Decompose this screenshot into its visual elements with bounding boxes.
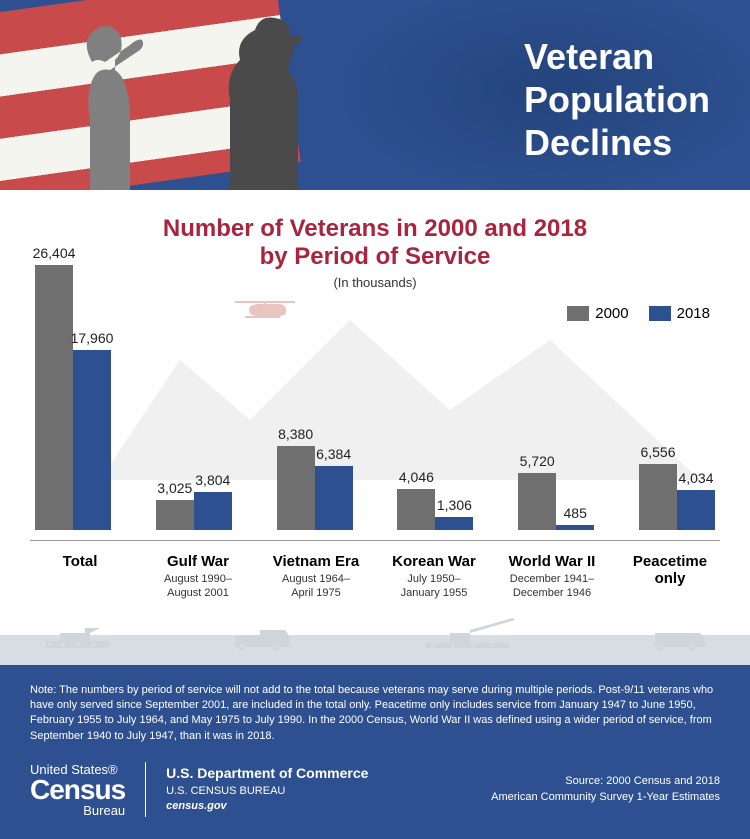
title-line-2: Population (524, 78, 710, 121)
bar-2018: 485 (556, 525, 594, 530)
transport-icon (650, 625, 710, 653)
bar-value-2018: 6,384 (316, 446, 351, 462)
category-label: World War IIDecember 1941–December 1946 (502, 547, 602, 601)
vehicles-strip (0, 615, 750, 665)
truck-icon (230, 625, 300, 653)
footer-source: Source: 2000 Census and 2018 American Co… (491, 774, 720, 805)
category-label: Korean WarJuly 1950–January 1955 (384, 547, 484, 601)
bar-2000: 26,404 (35, 265, 73, 530)
bar-value-2018: 4,034 (678, 470, 713, 486)
bar-value-2000: 8,380 (278, 426, 313, 442)
bar-group: 8,380 6,384 (277, 446, 353, 530)
bar-value-2000: 26,404 (33, 245, 76, 261)
bars-container: 26,404 17,960 3,025 3,804 8,380 6,384 4,… (30, 250, 720, 530)
bar-2000: 4,046 (397, 489, 435, 530)
bar-group: 5,720 485 (518, 473, 594, 530)
census-logo: United States® Census Bureau (30, 763, 125, 817)
chart-area: Number of Veterans in 2000 and 2018 by P… (0, 190, 750, 540)
footer-divider (145, 762, 146, 817)
footer-note: Note: The numbers by period of service w… (30, 683, 720, 745)
header-banner: Veteran Population Declines (0, 0, 750, 190)
bar-value-2018: 3,804 (195, 472, 230, 488)
bar-2018: 4,034 (677, 490, 715, 530)
logo-bottom: Bureau (30, 804, 125, 817)
dept-name: U.S. Department of Commerce (166, 764, 368, 784)
footer: Note: The numbers by period of service w… (0, 665, 750, 839)
artillery-icon (420, 618, 520, 653)
bar-2000: 8,380 (277, 446, 315, 530)
source-line1: Source: 2000 Census and 2018 (491, 774, 720, 789)
bar-group: 3,025 3,804 (156, 492, 232, 530)
category-label: Gulf WarAugust 1990–August 2001 (148, 547, 248, 601)
footer-department: U.S. Department of Commerce U.S. CENSUS … (166, 764, 368, 814)
category-label: Vietnam EraAugust 1964–April 1975 (266, 547, 366, 601)
bar-value-2018: 485 (564, 505, 587, 521)
bar-value-2018: 1,306 (437, 497, 472, 513)
bar-value-2000: 6,556 (640, 444, 675, 460)
site-url: census.gov (166, 799, 368, 814)
bar-2018: 17,960 (73, 350, 111, 530)
logo-main: Census (30, 776, 125, 804)
bar-2000: 3,025 (156, 500, 194, 530)
bar-value-2000: 5,720 (520, 453, 555, 469)
bar-2000: 6,556 (639, 464, 677, 530)
header-title: Veteran Population Declines (524, 35, 710, 165)
bar-group: 26,404 17,960 (35, 265, 111, 530)
bar-group: 4,046 1,306 (397, 489, 473, 530)
x-axis-labels: Total Gulf WarAugust 1990–August 2001 Viet… (0, 541, 750, 615)
bar-group: 6,556 4,034 (639, 464, 715, 530)
bar-2018: 1,306 (435, 517, 473, 530)
bar-value-2018: 17,960 (71, 330, 114, 346)
category-label: Peacetime only (620, 547, 720, 601)
bar-2018: 3,804 (194, 492, 232, 530)
title-line-3: Declines (524, 121, 710, 164)
category-label: Total (30, 547, 130, 601)
tank-icon (40, 623, 120, 653)
bar-2000: 5,720 (518, 473, 556, 530)
source-line2: American Community Survey 1-Year Estimat… (491, 790, 720, 805)
bar-2018: 6,384 (315, 466, 353, 530)
chart-title-line1: Number of Veterans in 2000 and 2018 (30, 215, 720, 243)
title-line-1: Veteran (524, 35, 710, 78)
bar-value-2000: 3,025 (157, 480, 192, 496)
bar-value-2000: 4,046 (399, 469, 434, 485)
bureau-name: U.S. CENSUS BUREAU (166, 784, 368, 799)
